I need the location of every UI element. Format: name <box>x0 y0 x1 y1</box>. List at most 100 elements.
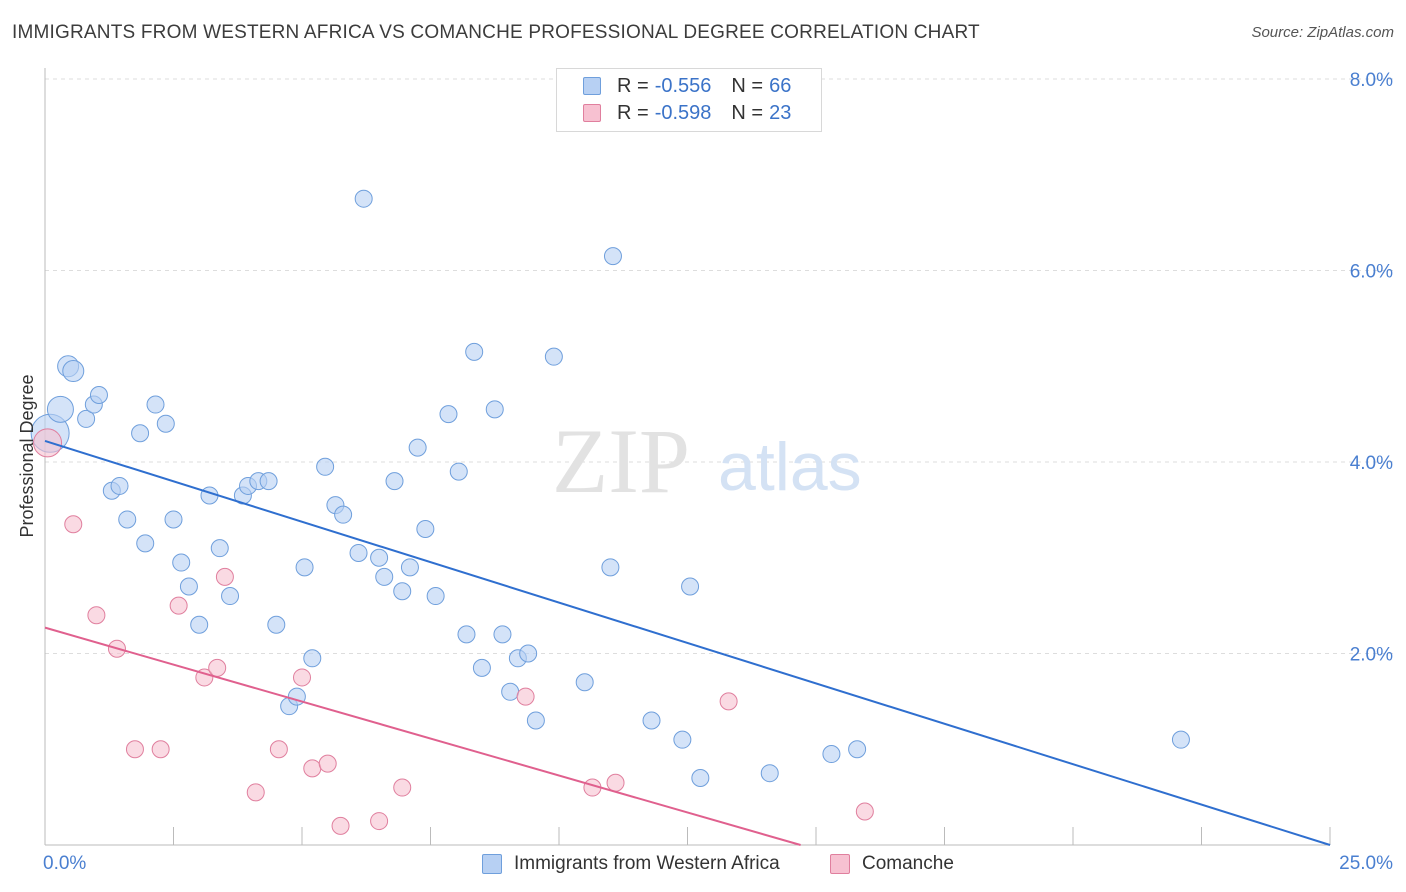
legend-row-blue: R = -0.556 N = 66 <box>583 74 791 98</box>
data-point-pink <box>719 692 738 711</box>
legend-n-label: N = <box>731 101 764 124</box>
trend-line-pink <box>44 626 801 846</box>
data-point-blue <box>136 534 155 553</box>
data-point-blue <box>190 615 209 634</box>
bottom-legend-label-blue: Immigrants from Western Africa <box>514 853 780 874</box>
data-point-blue <box>575 673 594 692</box>
data-point-blue <box>385 472 404 491</box>
chart-title: IMMIGRANTS FROM WESTERN AFRICA VS COMANC… <box>12 22 980 43</box>
data-point-blue <box>164 510 183 529</box>
data-point-blue <box>457 625 476 644</box>
data-point-pink <box>208 658 227 677</box>
bottom-legend-pink: Comanche <box>830 851 954 877</box>
data-point-blue <box>485 400 504 419</box>
trend-layer <box>44 439 1331 846</box>
data-point-blue <box>400 558 419 577</box>
data-point-pink <box>318 754 337 773</box>
grid-layer <box>45 78 1395 654</box>
bottom-legend-swatch-blue <box>482 854 502 874</box>
data-point-pink <box>87 606 106 625</box>
data-point-blue <box>519 644 538 663</box>
legend-n-value: 66 <box>769 74 792 97</box>
data-point-pink <box>151 740 170 759</box>
data-point-pink <box>64 515 83 534</box>
data-point-pink <box>33 428 63 458</box>
bottom-legend-label-pink: Comanche <box>862 853 954 874</box>
data-point-pink <box>516 687 535 706</box>
data-point-blue <box>221 587 240 606</box>
legend-swatch-pink <box>583 104 601 122</box>
data-point-blue <box>439 405 458 424</box>
data-point-pink <box>215 567 234 586</box>
data-point-blue <box>642 711 661 730</box>
data-point-blue <box>303 649 322 668</box>
x-tick-label: 0.0% <box>43 853 86 874</box>
data-point-pink <box>606 773 625 792</box>
data-point-blue <box>131 424 150 443</box>
data-point-blue <box>681 577 700 596</box>
data-point-blue <box>259 472 278 491</box>
bottom-legend-blue: Immigrants from Western Africa <box>482 851 780 877</box>
data-point-blue <box>349 543 368 562</box>
data-point-blue <box>370 548 389 567</box>
data-point-pink <box>370 812 389 831</box>
data-point-blue <box>603 247 622 266</box>
data-point-blue <box>89 385 108 404</box>
data-point-blue <box>465 342 484 361</box>
data-point-blue <box>526 711 545 730</box>
y-axis-label: Professional Degree <box>17 374 37 537</box>
data-point-blue <box>822 745 841 764</box>
legend-swatch-blue <box>583 77 601 95</box>
data-point-blue <box>472 658 491 677</box>
bottom-legend-swatch-pink <box>830 854 850 874</box>
data-point-blue <box>416 520 435 539</box>
data-point-blue <box>760 764 779 783</box>
data-point-blue <box>156 414 175 433</box>
data-point-blue <box>393 582 412 601</box>
data-point-blue <box>601 558 620 577</box>
data-point-blue <box>501 682 520 701</box>
data-point-blue <box>408 438 427 457</box>
y-tick-label: 2.0% <box>1350 645 1393 666</box>
data-point-pink <box>293 668 311 687</box>
data-point-blue <box>267 615 286 634</box>
watermark-atlas: atlas <box>718 429 862 505</box>
data-point-blue <box>118 510 137 529</box>
trend-line-blue <box>44 439 1331 846</box>
data-point-blue <box>46 395 74 423</box>
data-point-blue <box>1171 730 1190 749</box>
data-point-pink <box>246 783 265 802</box>
data-point-pink <box>125 740 144 759</box>
data-point-pink <box>303 759 322 778</box>
watermark-zip: ZIP <box>552 410 690 512</box>
y-tick-label: 6.0% <box>1350 262 1393 283</box>
data-point-blue <box>146 395 165 414</box>
legend-r-label: R = <box>617 101 649 124</box>
data-point-pink <box>169 596 188 615</box>
data-point-blue <box>334 505 353 524</box>
data-point-blue <box>691 768 710 787</box>
y-tick-label: 4.0% <box>1350 453 1393 474</box>
legend-n-label: N = <box>731 74 764 97</box>
points-layer <box>30 189 1190 835</box>
data-point-blue <box>449 462 468 481</box>
data-point-blue <box>493 625 512 644</box>
legend-n-value: 23 <box>769 101 792 124</box>
data-point-blue <box>110 476 129 495</box>
data-point-blue <box>77 409 96 428</box>
data-point-blue <box>295 558 314 577</box>
watermark: ZIP atlas <box>552 410 862 512</box>
data-point-blue <box>354 189 373 208</box>
data-point-blue <box>179 577 198 596</box>
data-point-blue <box>848 740 867 759</box>
data-point-blue <box>426 587 445 606</box>
data-point-blue <box>544 347 563 366</box>
axis-layer: 2.0% 4.0% 6.0% 8.0% 0.0% 25.0% <box>43 68 1393 874</box>
data-point-blue <box>210 539 229 558</box>
data-point-pink <box>269 740 288 759</box>
legend-r-value: -0.556 <box>654 74 712 97</box>
y-tick-label: 8.0% <box>1350 70 1393 91</box>
legend-row-pink: R = -0.598 N = 23 <box>583 101 791 125</box>
data-point-blue <box>172 553 191 572</box>
